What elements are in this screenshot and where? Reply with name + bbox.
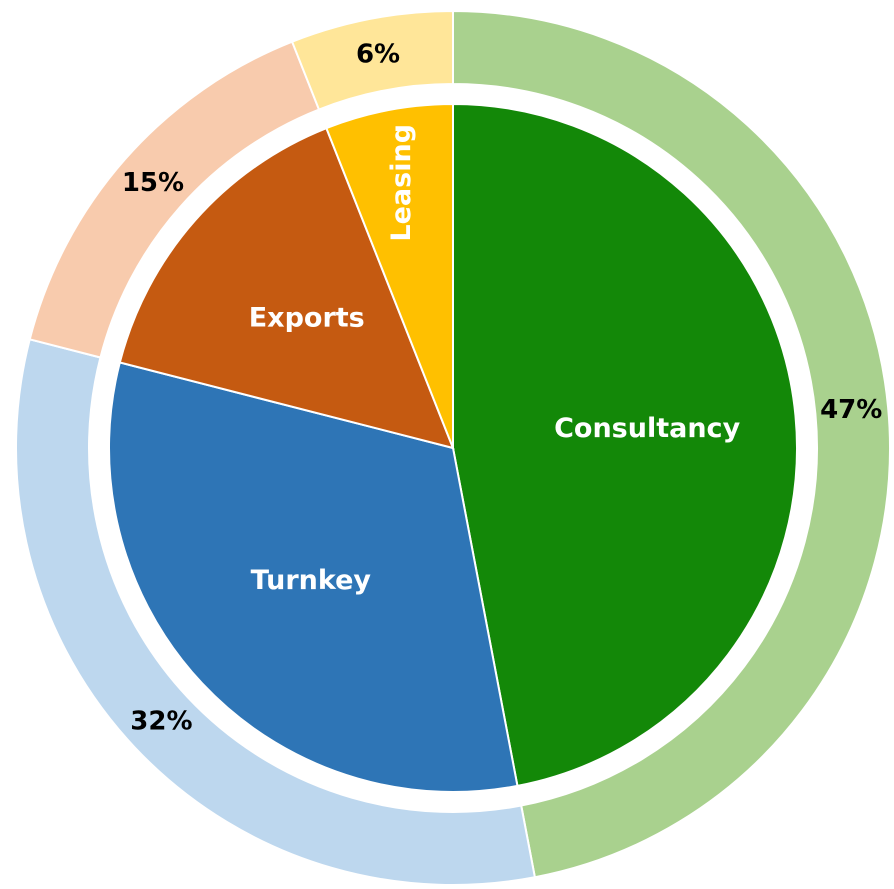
value-label: 32% (130, 706, 192, 736)
ring-segment (452, 9, 891, 879)
slice-label: Exports (249, 303, 365, 334)
ring-segment (290, 9, 454, 111)
pie-slice (108, 361, 519, 793)
pie-slice (118, 126, 455, 450)
slice-label: Turnkey (251, 565, 372, 596)
value-label: 47% (820, 395, 882, 425)
pie-slice (452, 102, 798, 788)
value-label: 6% (356, 40, 400, 70)
slice-label: Leasing (386, 124, 417, 242)
value-label: 15% (122, 168, 184, 198)
slice-label: Consultancy (554, 413, 740, 444)
pie-slice (325, 102, 454, 449)
